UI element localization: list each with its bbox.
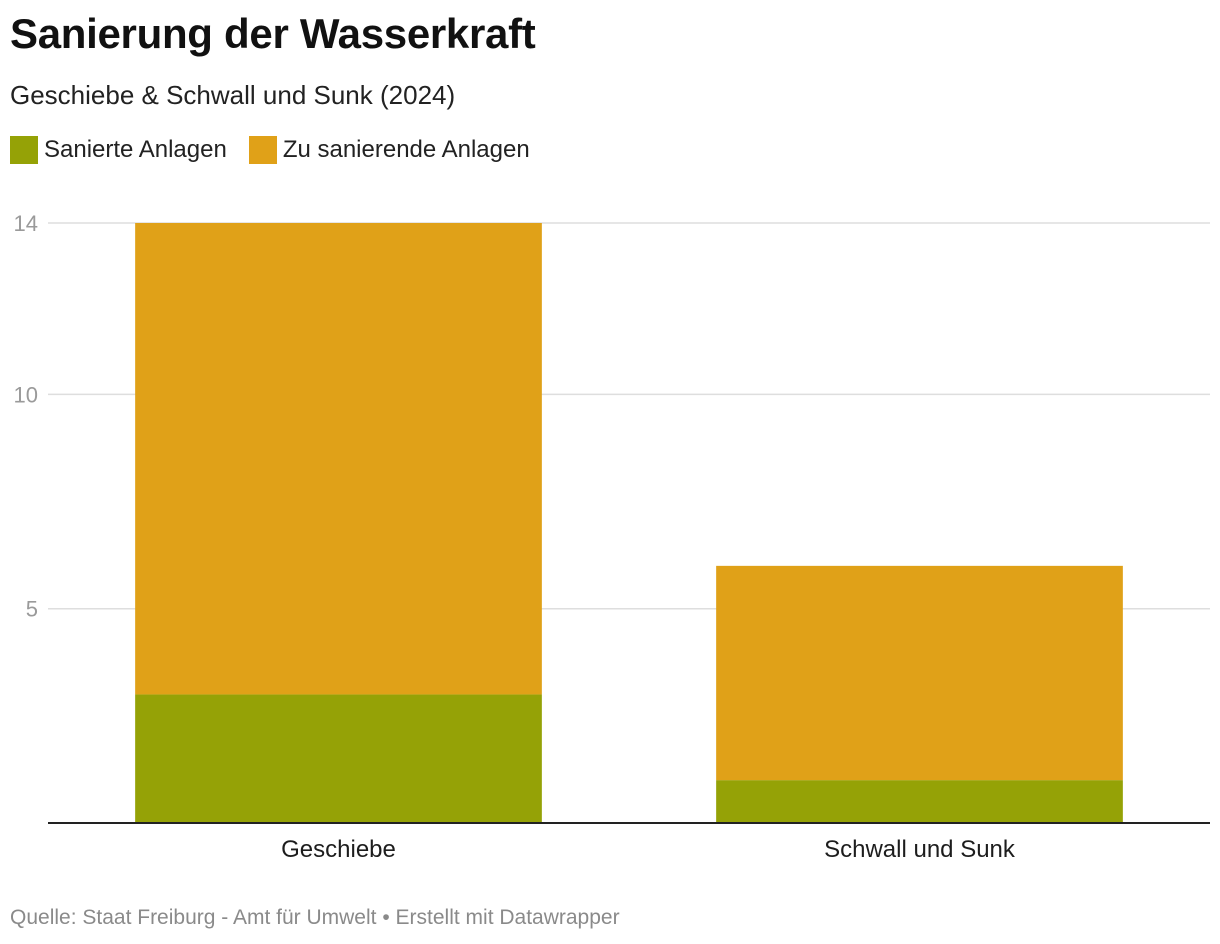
y-tick-label-14: 14 bbox=[14, 211, 38, 236]
y-tick-label-5: 5 bbox=[26, 597, 38, 622]
bar-schwall-und-sunk-sanierte-anlagen bbox=[716, 780, 1123, 823]
legend-label-zu-sanierende: Zu sanierende Anlagen bbox=[282, 136, 530, 163]
legend-swatch-zu-sanierende bbox=[248, 136, 277, 164]
legend: Sanierte Anlagen Zu sanierende Anlagen bbox=[10, 136, 552, 164]
legend-swatch-sanierte bbox=[10, 136, 38, 164]
chart-title: Sanierung der Wasserkraft bbox=[10, 10, 536, 57]
footer-separator: • bbox=[382, 906, 390, 929]
chart-subtitle: Geschiebe & Schwall und Sunk (2024) bbox=[10, 80, 456, 110]
stacked-bar-chart: 5 10 14 Geschiebe Schwall und Sunk bbox=[14, 211, 1210, 863]
x-category-label-schwall-und-sunk: Schwall und Sunk bbox=[824, 836, 1016, 863]
bar-geschiebe-zu-sanierende-anlagen bbox=[135, 223, 542, 695]
legend-item-zu-sanierende: Zu sanierende Anlagen bbox=[248, 136, 530, 164]
footer: Quelle: Staat Freiburg - Amt für Umwelt … bbox=[10, 906, 620, 930]
credit-note: Erstellt mit Datawrapper bbox=[395, 906, 620, 929]
x-category-label-geschiebe: Geschiebe bbox=[281, 836, 396, 863]
legend-label-sanierte: Sanierte Anlagen bbox=[44, 136, 227, 163]
bar-geschiebe-sanierte-anlagen bbox=[135, 694, 542, 823]
legend-item-sanierte: Sanierte Anlagen bbox=[10, 136, 227, 164]
y-tick-label-10: 10 bbox=[14, 382, 38, 407]
bar-schwall-und-sunk-zu-sanierende-anlagen bbox=[716, 565, 1123, 781]
source-note: Quelle: Staat Freiburg - Amt für Umwelt bbox=[10, 906, 377, 929]
